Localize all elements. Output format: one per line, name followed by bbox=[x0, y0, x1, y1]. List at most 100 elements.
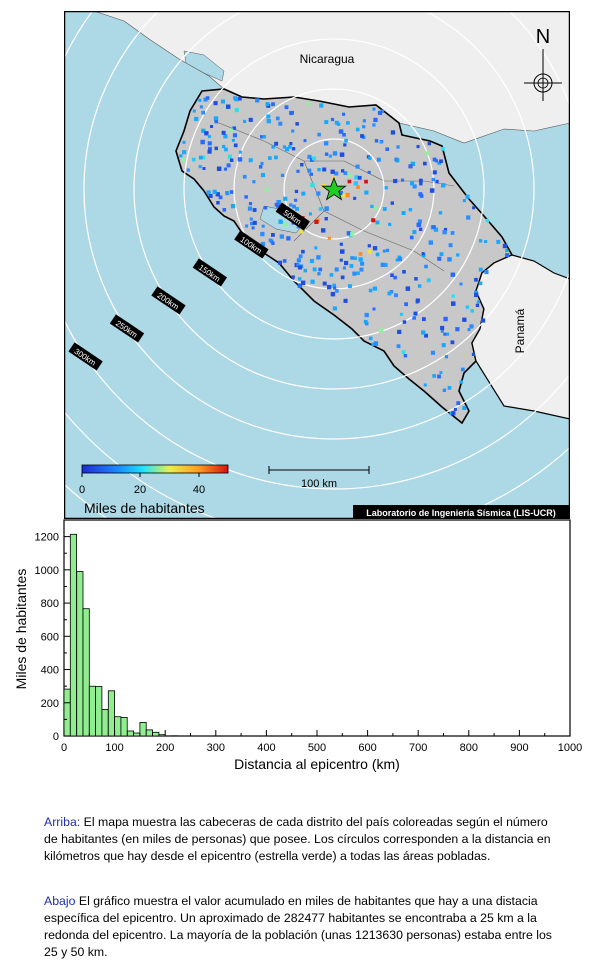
y-axis-title: Miles de habitantes bbox=[13, 569, 29, 690]
district-marker bbox=[357, 175, 362, 180]
district-marker bbox=[248, 202, 253, 206]
district-marker bbox=[223, 167, 227, 171]
district-marker bbox=[396, 145, 400, 149]
district-marker bbox=[332, 306, 337, 311]
district-marker bbox=[200, 139, 205, 145]
district-marker bbox=[301, 191, 306, 196]
district-marker bbox=[342, 193, 346, 197]
district-marker bbox=[440, 329, 444, 333]
district-marker bbox=[367, 244, 371, 248]
district-marker bbox=[222, 208, 227, 212]
histogram: 0 100 200 300 400 500 600 700 800 900 1000 0 200 400… bbox=[13, 519, 582, 772]
district-marker bbox=[382, 207, 387, 211]
district-marker bbox=[316, 255, 321, 260]
arriba-label: Arriba: bbox=[44, 815, 81, 829]
district-marker bbox=[359, 267, 364, 272]
district-marker bbox=[280, 173, 285, 177]
district-marker bbox=[360, 134, 364, 138]
district-marker bbox=[462, 199, 466, 203]
district-marker bbox=[312, 156, 317, 161]
x-tick-800: 800 bbox=[460, 742, 478, 754]
district-marker bbox=[203, 97, 208, 102]
district-marker bbox=[368, 336, 373, 341]
district-marker bbox=[439, 252, 444, 257]
district-marker bbox=[368, 156, 372, 160]
district-marker bbox=[255, 98, 260, 103]
district-marker bbox=[342, 133, 346, 137]
district-marker bbox=[318, 207, 323, 211]
district-marker bbox=[213, 101, 218, 106]
district-marker bbox=[505, 253, 509, 257]
district-marker bbox=[373, 117, 378, 123]
district-markers bbox=[179, 96, 509, 416]
district-marker bbox=[307, 168, 312, 173]
district-marker bbox=[249, 217, 253, 221]
district-marker bbox=[343, 298, 348, 303]
district-marker bbox=[363, 319, 368, 324]
paragraph-arriba: Arriba: El mapa muestra las cabeceras de… bbox=[44, 814, 556, 865]
y-tick-1200: 1200 bbox=[35, 532, 59, 544]
district-marker bbox=[252, 180, 256, 184]
district-marker bbox=[309, 258, 315, 264]
district-marker bbox=[198, 165, 202, 169]
district-marker bbox=[418, 192, 423, 197]
district-marker bbox=[207, 149, 212, 154]
district-marker bbox=[368, 288, 373, 293]
district-marker bbox=[221, 130, 226, 135]
district-marker bbox=[309, 172, 313, 176]
district-marker bbox=[339, 242, 343, 246]
district-marker bbox=[371, 342, 375, 346]
district-marker bbox=[268, 238, 273, 243]
histogram-bars bbox=[63, 533, 179, 737]
district-marker bbox=[502, 243, 508, 249]
district-marker bbox=[327, 284, 332, 290]
ring-3 bbox=[183, 38, 485, 340]
district-marker bbox=[297, 277, 302, 281]
district-marker bbox=[230, 204, 236, 209]
district-marker bbox=[447, 257, 452, 262]
hist-bar-1 bbox=[69, 533, 78, 737]
district-marker bbox=[310, 182, 315, 188]
district-marker bbox=[383, 263, 388, 267]
district-marker bbox=[439, 371, 443, 375]
district-marker bbox=[276, 200, 281, 205]
district-marker bbox=[182, 150, 187, 155]
x-tick-0: 0 bbox=[61, 742, 67, 754]
district-marker bbox=[474, 277, 478, 282]
district-marker bbox=[247, 206, 253, 211]
district-marker bbox=[431, 177, 435, 182]
district-marker bbox=[328, 154, 332, 158]
district-marker bbox=[474, 292, 479, 298]
district-marker bbox=[442, 230, 447, 235]
abajo-label: Abajo bbox=[44, 894, 76, 908]
hist-bar-2 bbox=[76, 571, 84, 737]
district-marker bbox=[296, 258, 301, 263]
district-marker bbox=[339, 152, 345, 157]
district-marker bbox=[346, 231, 352, 236]
district-marker bbox=[472, 206, 476, 210]
credit-box: Laboratorio de Ingeniería Sísmica (LIS-U… bbox=[353, 505, 570, 519]
district-marker bbox=[233, 143, 238, 148]
x-tick-900: 900 bbox=[510, 742, 528, 754]
district-marker bbox=[397, 257, 403, 262]
district-marker bbox=[327, 236, 331, 240]
district-marker bbox=[289, 203, 293, 207]
hist-bar-7 bbox=[107, 690, 116, 737]
district-marker bbox=[334, 267, 339, 272]
label-nicaragua: Nicaragua bbox=[300, 52, 355, 66]
district-marker bbox=[263, 206, 268, 210]
district-marker bbox=[419, 227, 423, 231]
district-marker bbox=[201, 110, 205, 115]
district-marker bbox=[198, 98, 202, 102]
district-marker bbox=[229, 190, 234, 194]
district-marker bbox=[244, 195, 248, 199]
district-marker bbox=[387, 291, 392, 296]
district-marker bbox=[485, 218, 490, 223]
district-marker bbox=[496, 239, 501, 244]
district-marker bbox=[396, 344, 401, 349]
district-marker bbox=[465, 305, 470, 309]
district-marker bbox=[459, 282, 463, 286]
district-marker bbox=[355, 127, 360, 132]
district-marker bbox=[205, 96, 210, 100]
district-marker bbox=[371, 218, 376, 223]
